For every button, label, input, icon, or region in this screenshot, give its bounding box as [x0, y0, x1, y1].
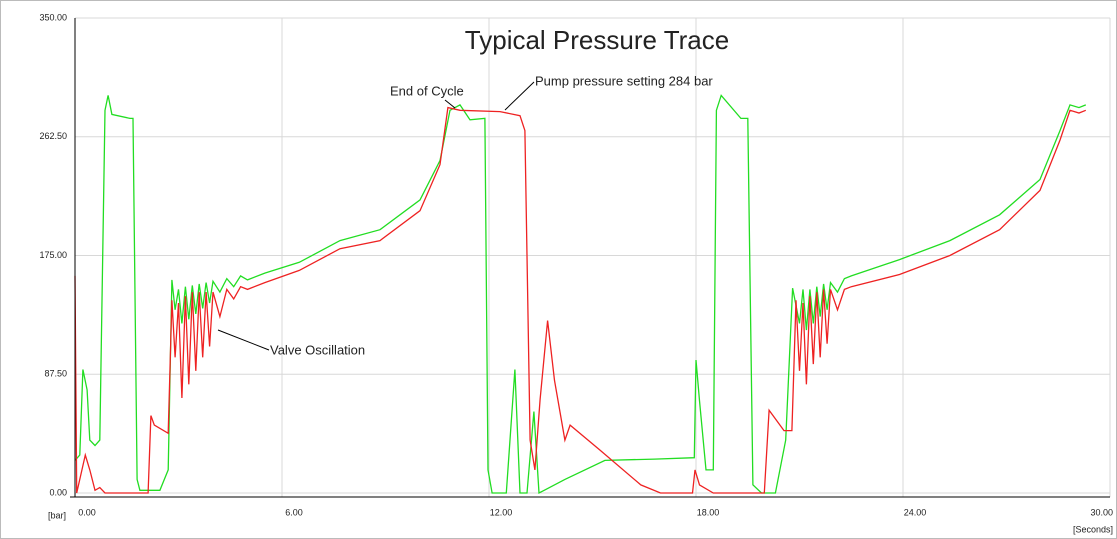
x-tick-label: 12.00 [490, 507, 513, 517]
y-tick-label: 350.00 [39, 12, 67, 22]
leader [504, 81, 535, 111]
annotation: End of Cycle [390, 83, 464, 98]
x-tick-label: 0.00 [78, 507, 96, 517]
x-tick-label: 30.00 [1090, 507, 1113, 517]
y-tick-label: 262.50 [39, 131, 67, 141]
lines [74, 94, 1087, 495]
y-tick-label: 87.50 [44, 369, 67, 379]
y-tick-label: 175.00 [39, 250, 67, 260]
y-axis-label: [bar] [48, 510, 66, 520]
x-tick-label: 6.00 [285, 507, 303, 517]
x-axis-label: [Seconds] [1073, 524, 1113, 534]
annotation: Valve Oscillation [270, 342, 365, 357]
x-tick-label: 24.00 [904, 507, 927, 517]
leader [444, 99, 456, 109]
annotation: Pump pressure setting 284 bar [535, 73, 713, 88]
leader [217, 329, 270, 351]
series-line [74, 94, 1087, 495]
y-tick-label: 0.00 [49, 487, 67, 497]
series-line [74, 106, 1087, 494]
x-tick-label: 18.00 [697, 507, 720, 517]
chart-title: Typical Pressure Trace [465, 25, 729, 55]
